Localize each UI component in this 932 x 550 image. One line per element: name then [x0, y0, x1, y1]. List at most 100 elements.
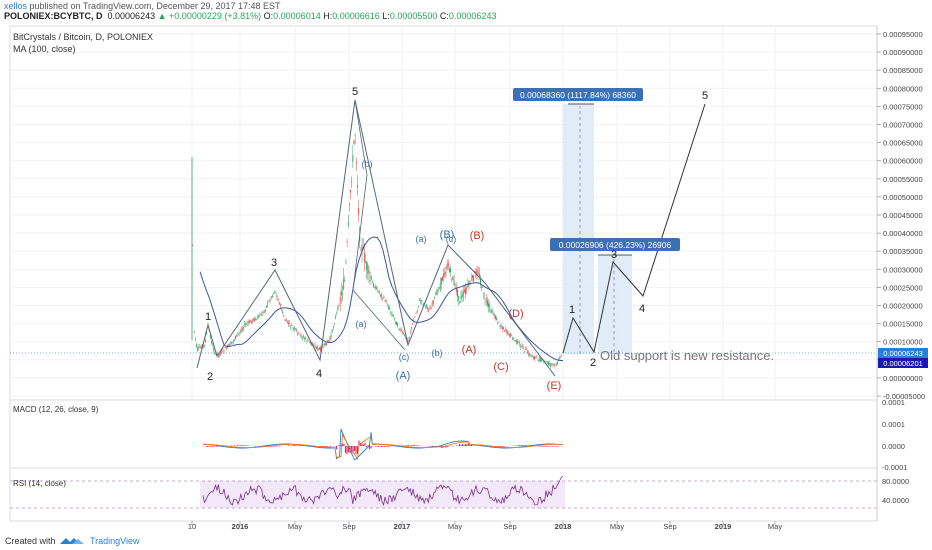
candle-body	[289, 322, 291, 324]
candle-body	[385, 300, 387, 302]
candle-body	[521, 345, 523, 347]
candle-body	[235, 335, 236, 340]
ma-line	[199, 236, 563, 361]
ma-legend[interactable]: MA (100, close)	[13, 44, 76, 54]
candle-body	[434, 297, 435, 298]
subwave-label-c1: (c)	[399, 352, 410, 362]
measure-text-1: 0.00068360 (1117.84%) 68360	[520, 90, 636, 100]
candle-body	[205, 339, 207, 343]
candle-body	[204, 344, 205, 346]
candle-body	[476, 269, 478, 276]
candle-body	[229, 343, 231, 347]
candle-body	[483, 292, 485, 299]
candle-body	[429, 308, 431, 310]
candle-body	[284, 320, 286, 322]
candle-body	[496, 318, 498, 321]
candle-body	[455, 287, 457, 292]
candle-body	[251, 321, 253, 323]
candle-body	[197, 348, 199, 351]
candle-body	[446, 263, 448, 270]
candle-body	[420, 300, 422, 302]
candle-body	[346, 241, 348, 243]
candle-body	[256, 316, 258, 318]
candle-body	[250, 320, 251, 322]
candle-body	[405, 336, 407, 340]
candle-body	[553, 365, 555, 366]
candle-body	[390, 311, 392, 313]
candle-body	[466, 288, 468, 290]
chart-canvas[interactable]: 0.00095000 0.00090000 0.00085000 0.00080000…	[0, 0, 932, 531]
candle-body	[209, 335, 211, 339]
time-tick-label: 2019	[715, 522, 732, 531]
candle-body	[328, 340, 330, 342]
macd-legend[interactable]: MACD (12, 26, close, 9)	[13, 405, 99, 414]
ohlc-line: POLONIEX:BCYBTC, D 0.00006243 ▲ +0.00000…	[4, 11, 496, 21]
candle-body	[497, 322, 499, 323]
candle-body	[409, 332, 411, 334]
candle-body	[454, 283, 456, 285]
candle-body	[323, 343, 325, 345]
candle-body	[391, 313, 393, 316]
candle-body	[376, 287, 378, 290]
rsi-legend[interactable]: RSI (14, close)	[13, 479, 66, 488]
candle-body	[480, 279, 481, 285]
candle-body	[554, 364, 556, 365]
candle-body	[534, 356, 535, 359]
candle-body	[453, 280, 455, 286]
low-value: 0.00005500	[389, 11, 438, 21]
candle-body	[380, 294, 381, 296]
candle-body	[230, 342, 232, 345]
candle-body	[489, 304, 491, 308]
candle-body	[412, 323, 414, 325]
candle-body	[450, 268, 452, 272]
candle-body	[511, 334, 512, 336]
measure-badge-1	[513, 88, 643, 101]
price-tick-label: 0.00065000	[883, 139, 923, 148]
candle-body	[269, 299, 271, 302]
candle-body	[539, 357, 541, 362]
candle-body	[283, 315, 285, 317]
candle-body	[491, 309, 493, 313]
candle-body	[292, 327, 294, 329]
candle-body	[247, 321, 249, 323]
candle-body	[306, 340, 308, 342]
candle-body	[345, 261, 347, 263]
candle-body	[430, 307, 432, 310]
candle-body	[352, 155, 354, 162]
candle-body	[488, 303, 489, 307]
open-label: O:	[263, 11, 274, 21]
candle-body	[528, 352, 530, 356]
candle-body	[261, 313, 263, 316]
candle-body	[557, 362, 558, 364]
candle-body	[329, 338, 331, 341]
tradingview-brand[interactable]: TradingView	[90, 536, 140, 546]
candle-body	[559, 356, 561, 359]
subwave-line	[352, 99, 406, 351]
last-price-badge-text: 0.00006243	[883, 349, 923, 358]
wave-label-5: 5	[352, 86, 358, 98]
candle-body	[314, 345, 316, 347]
candle-body	[202, 345, 204, 347]
candle-body	[223, 350, 225, 352]
candle-body	[316, 346, 318, 350]
candle-body	[536, 356, 538, 358]
candle-body	[196, 344, 197, 347]
candle-body	[237, 334, 239, 335]
price-tick-label: -0.00005000	[883, 392, 925, 401]
candle-body	[233, 339, 235, 341]
candle-body	[198, 347, 200, 348]
candle-body	[443, 273, 445, 278]
price-axis: 0.00095000 0.00090000 0.00085000 0.00080000…	[877, 30, 925, 401]
close-value: 0.00006243	[448, 11, 497, 21]
candle-body	[361, 245, 363, 253]
candle-body	[468, 281, 470, 285]
candle-body	[416, 309, 418, 311]
author-link[interactable]: xellos	[4, 1, 28, 11]
candle-body	[532, 357, 534, 359]
candle-body	[523, 350, 525, 352]
candle-body	[551, 364, 553, 366]
wave-label-3: 3	[271, 257, 277, 269]
candle-body	[421, 300, 423, 302]
candle-body	[516, 340, 518, 345]
macd-tick-2: 0.0001	[882, 420, 905, 429]
